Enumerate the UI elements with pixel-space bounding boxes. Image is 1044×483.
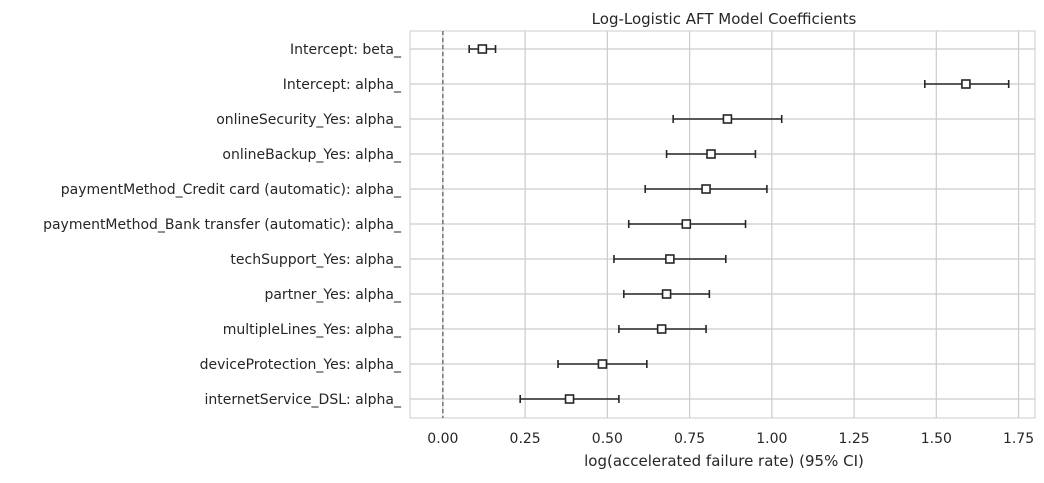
x-tick-label: 0.50: [592, 431, 623, 447]
coef-marker: [681, 219, 692, 229]
coefficient-row: [627, 219, 747, 229]
y-tick-label: deviceProtection_Yes: alpha_: [200, 357, 402, 373]
coefficient-marks: [468, 44, 1010, 404]
coefficient-row: [557, 359, 648, 369]
y-tick-label: paymentMethod_Bank transfer (automatic):…: [43, 217, 402, 233]
coefficient-row: [613, 254, 727, 264]
coef-marker: [661, 289, 672, 299]
chart-title: Log-Logistic AFT Model Coefficients: [592, 10, 857, 28]
y-tick-label: onlineBackup_Yes: alpha_: [222, 147, 402, 163]
coef-marker: [477, 44, 488, 54]
y-tick-label: onlineSecurity_Yes: alpha_: [216, 112, 402, 128]
x-tick-label: 1.50: [921, 431, 952, 447]
coef-marker: [706, 149, 716, 159]
coefficient-row: [665, 149, 757, 159]
x-tick-label: 0.25: [510, 431, 541, 447]
coef-marker: [722, 114, 733, 124]
coefficient-row: [618, 324, 707, 334]
coef-marker: [961, 79, 971, 89]
x-tick-label: 1.25: [838, 431, 869, 447]
coef-marker: [665, 254, 675, 264]
coef-marker: [564, 394, 575, 404]
x-axis-title: log(accelerated failure rate) (95% CI): [584, 452, 864, 470]
coefficient-row: [672, 114, 783, 124]
y-tick-label: Intercept: beta_: [290, 42, 402, 58]
x-tick-label: 0.75: [674, 431, 705, 447]
coefficient-row: [924, 79, 1010, 89]
x-tick-labels: 0.00 0.25 0.50 0.75 1.00 1.25 1.50 1.75: [427, 431, 1034, 447]
coefficient-row: [468, 44, 497, 54]
y-tick-label: partner_Yes: alpha_: [264, 287, 402, 303]
y-tick-label: Intercept: alpha_: [283, 77, 402, 93]
coefficient-row: [623, 289, 711, 299]
y-tick-labels: Intercept: beta_ Intercept: alpha_ onlineS…: [43, 42, 402, 408]
x-tick-label: 1.00: [756, 431, 787, 447]
x-tick-label: 0.00: [427, 431, 458, 447]
coefficient-row: [519, 394, 620, 404]
coefficient-row: [644, 184, 768, 194]
plot-frame: [409, 30, 1036, 419]
y-tick-label: internetService_DSL: alpha_: [204, 392, 402, 408]
coef-marker: [701, 184, 711, 194]
x-tick-label: 1.75: [1003, 431, 1034, 447]
y-tick-label: paymentMethod_Credit card (automatic): a…: [61, 182, 402, 198]
coef-marker: [656, 324, 667, 334]
coef-marker: [597, 359, 608, 369]
y-tick-label: techSupport_Yes: alpha_: [230, 252, 402, 268]
y-tick-label: multipleLines_Yes: alpha_: [223, 322, 402, 338]
